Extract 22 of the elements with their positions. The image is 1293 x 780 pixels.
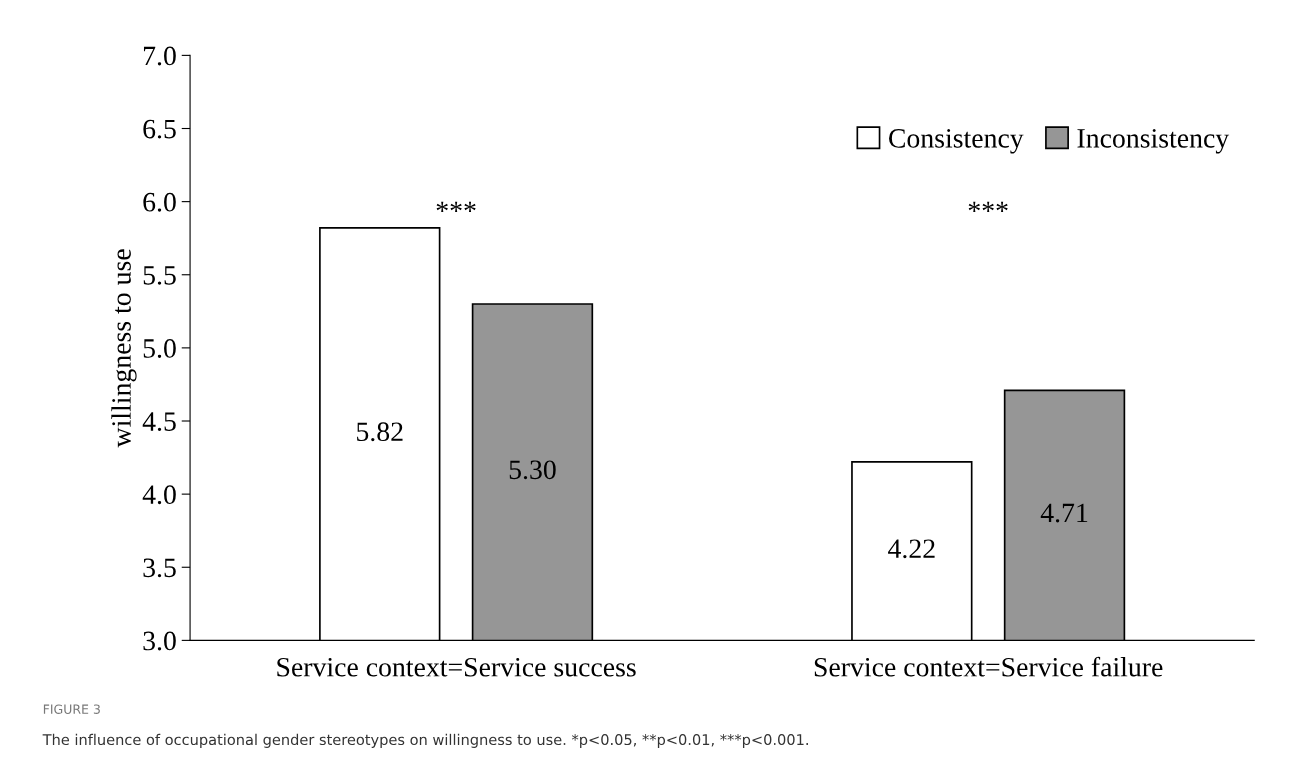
data-label: 5.82 <box>357 422 403 442</box>
y-tick-label: 5.0 <box>143 339 176 358</box>
y-tick-label: 6.5 <box>143 119 176 139</box>
annotation: *** <box>968 201 1008 213</box>
text: The influence of occupational gender stereotypes on willingness to use. *p<0.05, **p<0.01, ***p<0.001. <box>42 733 808 748</box>
annotation: *** <box>436 201 476 213</box>
legend-label: Consistency <box>889 129 1024 154</box>
data-label: 4.22 <box>888 539 935 559</box>
y-tick-label: 5.5 <box>143 266 176 285</box>
y-tick-label: 4.0 <box>142 485 176 505</box>
legend-label: Inconsistency <box>1077 129 1230 154</box>
y-axis-title: willingness to use <box>111 249 137 448</box>
y-tick-label: 3.0 <box>143 631 176 651</box>
y-tick-label: 3.5 <box>143 558 176 578</box>
y-tick-label: 4.5 <box>142 412 176 432</box>
y-tick-label: 6.0 <box>143 192 176 212</box>
data-label: 4.71 <box>1040 503 1088 523</box>
data-label: 5.30 <box>509 460 556 480</box>
y-tick-label: 7.0 <box>143 46 176 66</box>
x-tick-label: Service context=Service success <box>277 657 636 677</box>
caption: FIGURE 3 <box>43 704 100 714</box>
x-tick-label: Service context=Service failure <box>814 656 1163 677</box>
